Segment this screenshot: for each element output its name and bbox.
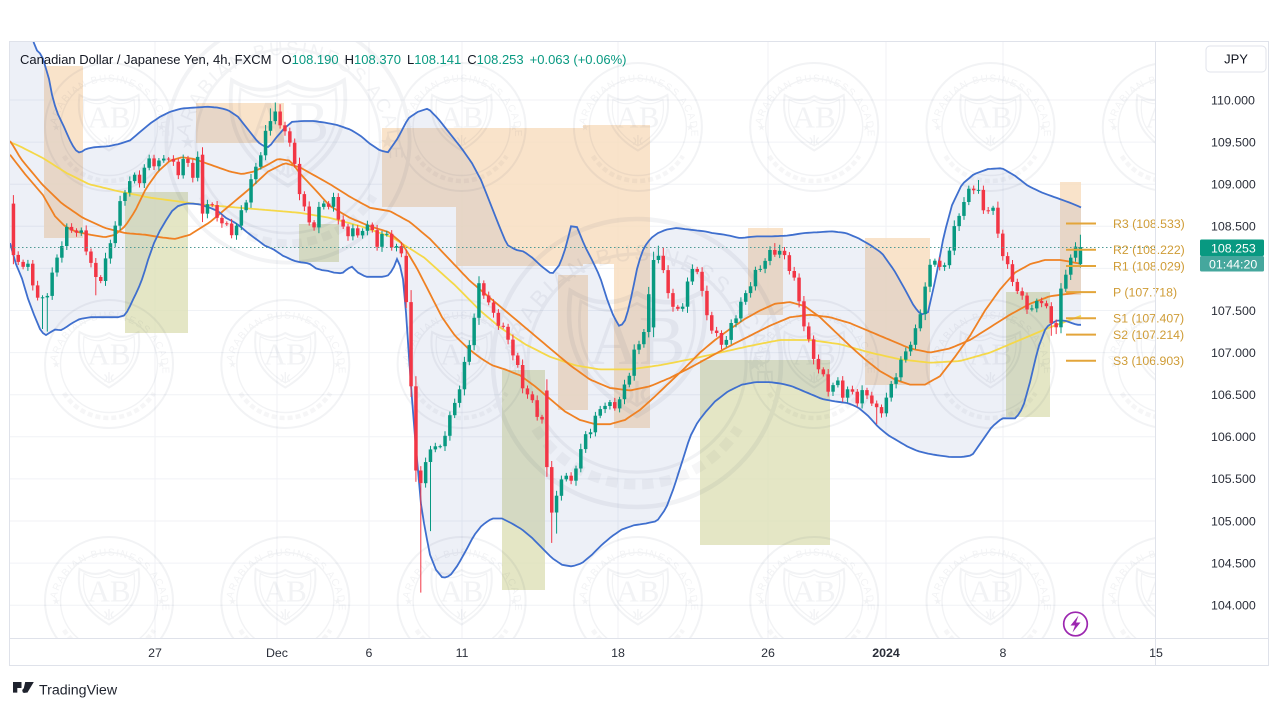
- svg-text:107.000: 107.000: [1211, 346, 1256, 360]
- svg-text:106.500: 106.500: [1211, 388, 1256, 402]
- svg-text:106.000: 106.000: [1211, 430, 1256, 444]
- svg-text:JPY: JPY: [1224, 52, 1248, 67]
- svg-text:P (107.718): P (107.718): [1113, 285, 1177, 299]
- svg-text:S3 (106.903): S3 (106.903): [1113, 354, 1184, 368]
- svg-text:6: 6: [366, 646, 373, 660]
- svg-text:105.500: 105.500: [1211, 472, 1256, 486]
- svg-text:8: 8: [1000, 646, 1007, 660]
- svg-text:109.000: 109.000: [1211, 178, 1256, 192]
- svg-text:S1 (107.407): S1 (107.407): [1113, 312, 1184, 326]
- svg-text:R2 (108.222): R2 (108.222): [1113, 243, 1185, 257]
- svg-text:11: 11: [456, 646, 469, 660]
- svg-text:15: 15: [1149, 646, 1163, 660]
- svg-text:109.500: 109.500: [1211, 135, 1256, 149]
- svg-text:TradingView: TradingView: [39, 683, 118, 699]
- svg-text:104.000: 104.000: [1211, 599, 1256, 613]
- svg-text:105.000: 105.000: [1211, 514, 1256, 528]
- svg-text:104.500: 104.500: [1211, 556, 1256, 570]
- svg-text:108.253: 108.253: [1211, 242, 1256, 256]
- svg-text:R3 (108.533): R3 (108.533): [1113, 217, 1185, 231]
- svg-text:Dec: Dec: [266, 646, 288, 660]
- svg-text:S2 (107.214): S2 (107.214): [1113, 328, 1184, 342]
- svg-text:107.500: 107.500: [1211, 304, 1256, 318]
- svg-text:01:44:20: 01:44:20: [1209, 258, 1257, 272]
- svg-text:110.000: 110.000: [1211, 93, 1255, 107]
- svg-text:108.500: 108.500: [1211, 220, 1256, 234]
- svg-text:Canadian Dollar / Japanese Yen: Canadian Dollar / Japanese Yen, 4h, FXCM…: [20, 52, 627, 67]
- svg-text:27: 27: [148, 646, 162, 660]
- svg-text:2024: 2024: [872, 646, 900, 660]
- svg-text:R1 (108.029): R1 (108.029): [1113, 259, 1185, 273]
- svg-text:26: 26: [761, 646, 775, 660]
- svg-text:18: 18: [611, 646, 625, 660]
